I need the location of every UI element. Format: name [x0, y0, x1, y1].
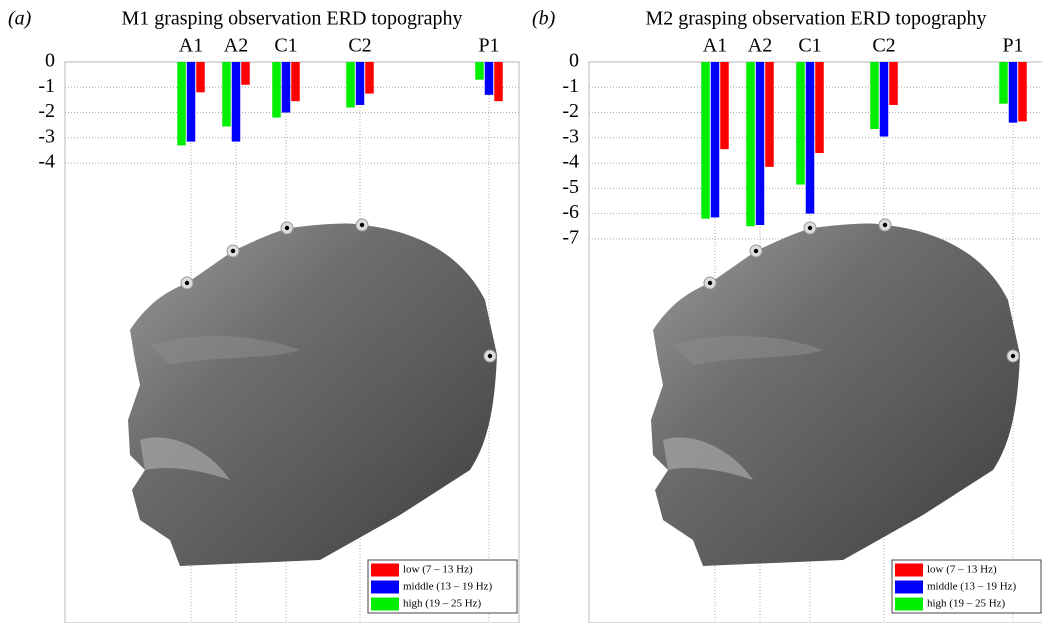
legend-swatch [895, 580, 923, 594]
x-tick-label: A1 [179, 35, 203, 57]
bar [765, 62, 774, 167]
bar [796, 62, 805, 185]
bar [186, 62, 196, 142]
y-tick-label: -1 [562, 75, 579, 97]
x-tick-label: C1 [798, 35, 821, 57]
y-tick-label: 0 [45, 50, 55, 72]
bar [1008, 62, 1018, 123]
bar [365, 62, 374, 94]
bar [879, 62, 889, 137]
y-tick-label: -1 [38, 75, 55, 97]
bar [475, 62, 484, 80]
head-model [127, 218, 498, 567]
bar [231, 62, 241, 142]
y-tick-label: -6 [562, 201, 579, 223]
bar [701, 62, 710, 219]
y-tick-label: -3 [38, 125, 55, 147]
legend-swatch [371, 563, 399, 577]
bar [1018, 62, 1027, 122]
bar [999, 62, 1008, 104]
head-model [650, 218, 1021, 567]
x-tick-label: C2 [348, 35, 371, 57]
bar [241, 62, 250, 85]
bar [815, 62, 824, 153]
y-tick-label: -4 [38, 151, 55, 173]
y-tick-label: -2 [38, 100, 55, 122]
panel-label: (b) [532, 8, 556, 30]
bar [272, 62, 281, 118]
x-tick-label: P1 [1002, 35, 1023, 57]
chart-title: M1 grasping observation ERD topography [121, 8, 462, 30]
bar [494, 62, 503, 102]
legend-swatch [371, 597, 399, 611]
x-tick-label: A1 [703, 35, 727, 57]
panel-label: (a) [8, 8, 32, 30]
legend-swatch [895, 563, 923, 577]
bar [196, 62, 205, 93]
y-tick-label: -5 [562, 176, 579, 198]
bar [870, 62, 879, 129]
legend-label: high (19 – 25 Hz) [403, 598, 482, 610]
legend-swatch [895, 597, 923, 611]
bar [177, 62, 186, 146]
legend-label: middle (13 – 19 Hz) [927, 581, 1017, 593]
x-tick-label: P1 [478, 35, 499, 57]
legend-label: middle (13 – 19 Hz) [403, 581, 493, 593]
x-tick-label: C2 [872, 35, 895, 57]
y-tick-label: -3 [562, 125, 579, 147]
y-tick-label: -4 [562, 151, 579, 173]
y-tick-label: 0 [569, 50, 579, 72]
y-tick-label: -2 [562, 100, 579, 122]
legend-label: low (7 – 13 Hz) [403, 564, 473, 576]
x-tick-label: C1 [274, 35, 297, 57]
legend-label: high (19 – 25 Hz) [927, 598, 1006, 610]
bar [291, 62, 300, 102]
bar [222, 62, 231, 127]
bar [281, 62, 291, 113]
bar [346, 62, 355, 108]
bar [746, 62, 755, 227]
legend-label: low (7 – 13 Hz) [927, 564, 997, 576]
bar [484, 62, 494, 95]
chart-title: M2 grasping observation ERD topography [645, 8, 986, 30]
bar [805, 62, 815, 214]
x-tick-label: A2 [748, 35, 772, 57]
legend-swatch [371, 580, 399, 594]
x-tick-label: A2 [224, 35, 248, 57]
bar [720, 62, 729, 150]
bar [755, 62, 765, 225]
bar [889, 62, 898, 105]
bar [355, 62, 365, 105]
y-tick-label: -7 [562, 226, 579, 248]
bar [710, 62, 720, 218]
